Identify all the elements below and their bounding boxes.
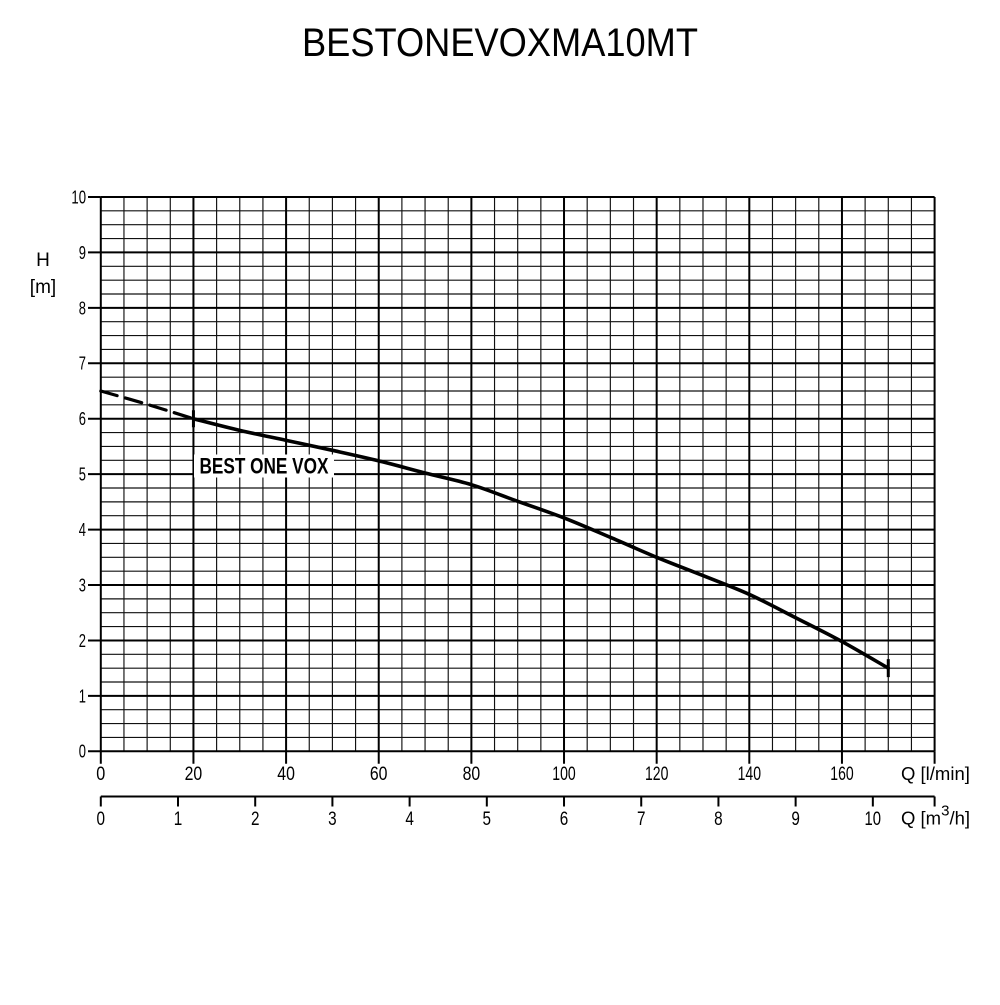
svg-text:6: 6: [560, 809, 569, 830]
svg-text:60: 60: [370, 763, 388, 785]
svg-text:0: 0: [96, 763, 105, 785]
svg-text:9: 9: [79, 242, 86, 263]
svg-text:8: 8: [79, 297, 86, 318]
svg-text:4: 4: [79, 519, 86, 540]
svg-text:160: 160: [830, 763, 854, 785]
svg-text:3: 3: [328, 809, 337, 830]
svg-text:1: 1: [79, 685, 86, 706]
svg-text:100: 100: [552, 763, 576, 785]
svg-text:H: H: [36, 250, 50, 271]
svg-text:0: 0: [97, 809, 106, 830]
svg-text:4: 4: [405, 809, 414, 830]
svg-text:40: 40: [277, 763, 295, 785]
svg-text:BEST ONE VOX: BEST ONE VOX: [200, 454, 329, 479]
svg-text:[m]: [m]: [30, 277, 56, 298]
svg-text:80: 80: [463, 763, 481, 785]
svg-text:7: 7: [79, 353, 86, 374]
svg-text:2: 2: [79, 630, 86, 651]
svg-text:8: 8: [714, 809, 723, 830]
svg-text:7: 7: [637, 809, 646, 830]
svg-text:Q [l/min]: Q [l/min]: [901, 763, 970, 784]
svg-text:10: 10: [71, 186, 86, 207]
svg-text:3: 3: [79, 574, 86, 595]
svg-text:BESTONEVOXMA10MT: BESTONEVOXMA10MT: [302, 21, 698, 65]
svg-text:1: 1: [174, 809, 183, 830]
svg-text:140: 140: [738, 763, 762, 785]
svg-text:20: 20: [185, 763, 203, 785]
svg-text:Q [m3/h]: Q [m3/h]: [901, 803, 970, 829]
svg-text:0: 0: [79, 741, 86, 762]
svg-text:5: 5: [483, 809, 492, 830]
svg-text:5: 5: [79, 464, 86, 485]
svg-text:6: 6: [79, 408, 86, 429]
svg-text:10: 10: [865, 809, 882, 830]
svg-text:2: 2: [251, 809, 260, 830]
svg-text:9: 9: [791, 809, 800, 830]
svg-text:120: 120: [645, 763, 669, 785]
